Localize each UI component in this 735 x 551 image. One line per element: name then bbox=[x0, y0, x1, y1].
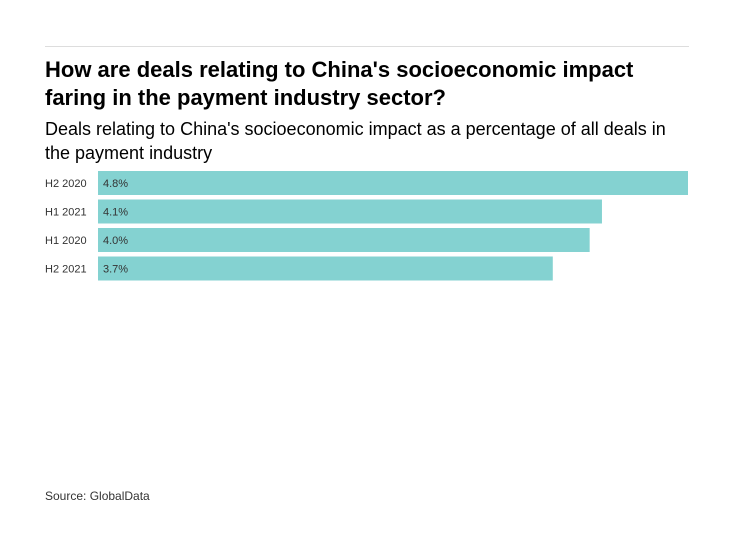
bar-chart: H2 2020 4.8% H1 2021 4.1% H1 2020 4.0% H2 2021… bbox=[45, 171, 688, 281]
category-label: H1 2021 bbox=[45, 207, 87, 219]
category-label: H1 2020 bbox=[45, 235, 87, 247]
bar bbox=[98, 199, 602, 224]
chart-subtitle: Deals relating to China's socioeconomic … bbox=[45, 119, 666, 163]
category-label: H2 2020 bbox=[45, 178, 87, 190]
value-label: 4.0% bbox=[103, 235, 128, 247]
chart-title: How are deals relating to China's socioe… bbox=[45, 57, 634, 110]
bar bbox=[98, 171, 688, 195]
category-label: H2 2021 bbox=[45, 264, 87, 276]
value-label: 3.7% bbox=[103, 264, 128, 276]
source-note: Source: GlobalData bbox=[45, 489, 150, 503]
value-label: 4.1% bbox=[103, 207, 128, 219]
top-rule bbox=[45, 46, 689, 47]
bar bbox=[98, 256, 553, 281]
value-label: 4.8% bbox=[103, 178, 128, 190]
bar bbox=[98, 228, 590, 252]
